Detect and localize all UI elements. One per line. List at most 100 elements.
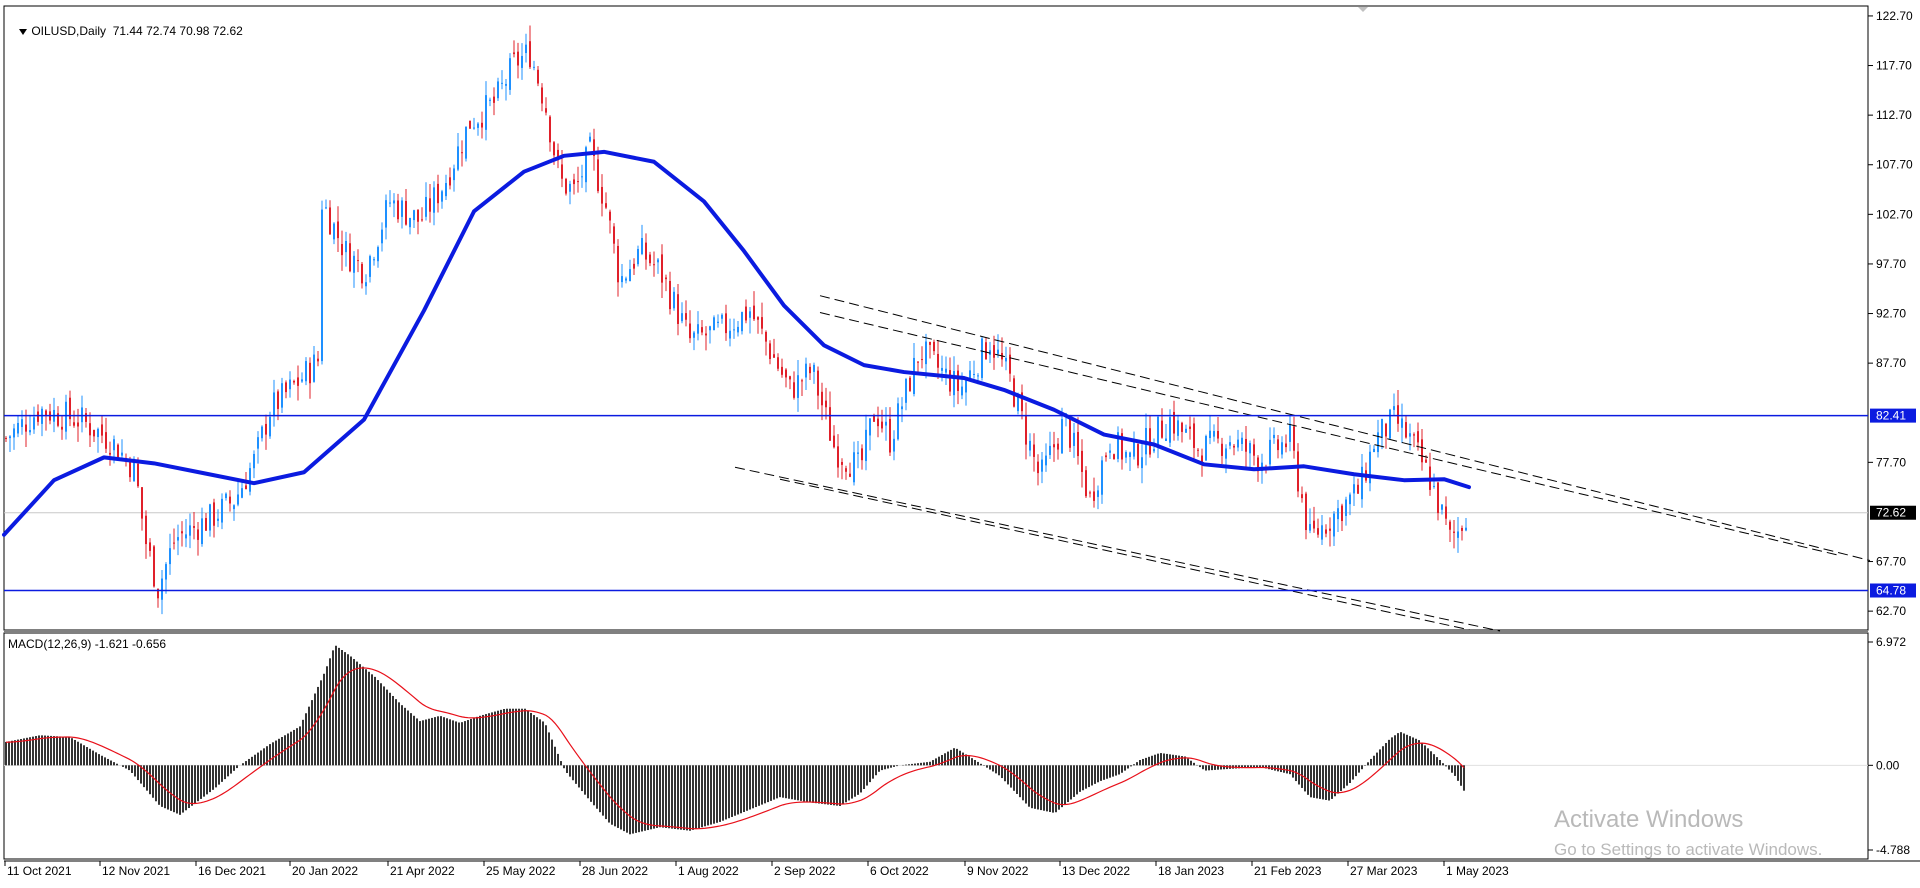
candle[interactable] <box>849 462 851 478</box>
candle[interactable] <box>1117 426 1119 463</box>
candle[interactable] <box>981 336 983 381</box>
candle[interactable] <box>185 518 187 548</box>
candle[interactable] <box>377 245 379 268</box>
candle[interactable] <box>1157 416 1159 459</box>
candle[interactable] <box>1249 440 1251 470</box>
candle[interactable] <box>1461 525 1463 541</box>
candle[interactable] <box>161 569 163 615</box>
candle[interactable] <box>1021 384 1023 420</box>
candle[interactable] <box>1229 435 1231 450</box>
candle[interactable] <box>1317 518 1319 538</box>
candle[interactable] <box>1277 434 1279 459</box>
candle[interactable] <box>1181 421 1183 443</box>
candle[interactable] <box>645 233 647 270</box>
ma-polyline[interactable] <box>2 149 1471 537</box>
candle[interactable] <box>209 503 211 537</box>
candle[interactable] <box>1081 439 1083 488</box>
candle[interactable] <box>1121 428 1123 470</box>
candle[interactable] <box>193 512 195 540</box>
candle[interactable] <box>833 425 835 449</box>
candle[interactable] <box>357 249 359 273</box>
candle[interactable] <box>305 357 307 386</box>
candle[interactable] <box>1221 437 1223 465</box>
candle[interactable] <box>1225 444 1227 474</box>
candle[interactable] <box>433 181 435 226</box>
candle[interactable] <box>573 173 575 195</box>
candle[interactable] <box>1069 414 1071 453</box>
candle[interactable] <box>97 427 99 453</box>
price-series[interactable] <box>5 25 1467 615</box>
candle[interactable] <box>1333 511 1335 547</box>
candle[interactable] <box>1389 408 1391 440</box>
candle[interactable] <box>17 415 19 438</box>
candle[interactable] <box>469 120 471 129</box>
candle[interactable] <box>917 361 919 374</box>
candle[interactable] <box>1173 400 1175 441</box>
candle[interactable] <box>921 346 923 369</box>
candle[interactable] <box>545 97 547 116</box>
candle[interactable] <box>105 417 107 453</box>
candle[interactable] <box>841 458 843 480</box>
candle[interactable] <box>1093 477 1095 508</box>
candle[interactable] <box>793 371 795 400</box>
candle[interactable] <box>1113 453 1115 460</box>
candle[interactable] <box>885 407 887 441</box>
candle[interactable] <box>1049 431 1051 459</box>
candle[interactable] <box>1409 423 1411 451</box>
candle[interactable] <box>145 510 147 559</box>
candle[interactable] <box>289 371 291 398</box>
candle[interactable] <box>41 406 43 437</box>
candle[interactable] <box>1289 415 1291 452</box>
candle[interactable] <box>389 190 391 208</box>
candle[interactable] <box>1345 496 1347 526</box>
candle[interactable] <box>901 397 903 423</box>
candle[interactable] <box>1453 519 1455 549</box>
candle[interactable] <box>49 403 51 425</box>
candle[interactable] <box>673 287 675 311</box>
candle[interactable] <box>1373 445 1375 453</box>
candle[interactable] <box>1341 503 1343 532</box>
candle[interactable] <box>661 244 663 298</box>
candle[interactable] <box>73 410 75 428</box>
candle[interactable] <box>853 441 855 486</box>
candle[interactable] <box>909 376 911 392</box>
candle[interactable] <box>1357 478 1359 494</box>
candle[interactable] <box>1365 462 1367 483</box>
candle[interactable] <box>1437 481 1439 521</box>
candle[interactable] <box>613 223 615 254</box>
candle[interactable] <box>893 430 895 461</box>
candle[interactable] <box>1129 451 1131 471</box>
candle[interactable] <box>77 408 79 442</box>
candle[interactable] <box>297 365 299 401</box>
candle[interactable] <box>1397 389 1399 432</box>
candle[interactable] <box>741 311 743 335</box>
candle[interactable] <box>1233 444 1235 456</box>
candle[interactable] <box>993 335 995 370</box>
candle[interactable] <box>1005 346 1007 371</box>
candle[interactable] <box>1305 491 1307 540</box>
candle[interactable] <box>445 174 447 200</box>
trend-channel-line[interactable] <box>734 466 1501 632</box>
candle[interactable] <box>5 436 7 443</box>
candle[interactable] <box>1073 423 1075 458</box>
candle[interactable] <box>453 164 455 192</box>
candle[interactable] <box>149 538 151 557</box>
candle[interactable] <box>1029 433 1031 457</box>
candle[interactable] <box>1097 485 1099 510</box>
candle[interactable] <box>617 239 619 297</box>
candle[interactable] <box>1077 417 1079 465</box>
candle[interactable] <box>649 251 651 267</box>
candle[interactable] <box>93 429 95 443</box>
candle[interactable] <box>1209 415 1211 445</box>
candle[interactable] <box>633 258 635 276</box>
candle[interactable] <box>525 33 527 63</box>
candle[interactable] <box>221 493 223 530</box>
candle[interactable] <box>657 257 659 274</box>
candle[interactable] <box>721 313 723 324</box>
candle[interactable] <box>821 382 823 421</box>
candle[interactable] <box>57 406 59 428</box>
candle[interactable] <box>237 480 239 507</box>
candle[interactable] <box>1217 416 1219 444</box>
candle[interactable] <box>157 588 159 608</box>
candle[interactable] <box>489 97 491 107</box>
